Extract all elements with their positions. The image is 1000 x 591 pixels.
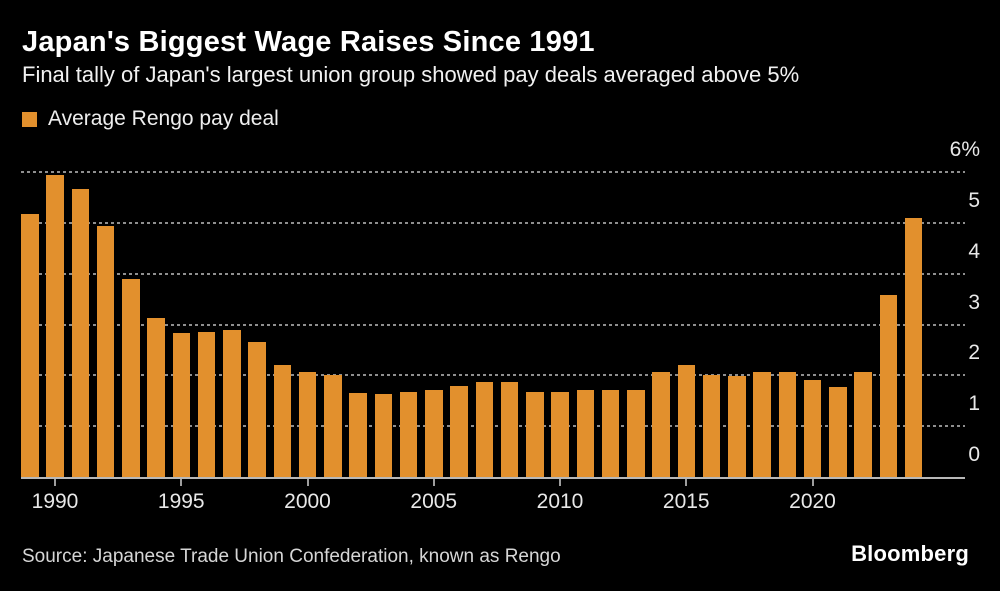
bar-1996 [197,331,216,477]
bar-1997 [223,329,241,477]
bar-2015 [677,365,695,477]
y-axis-label-2: 2 [968,341,980,365]
x-tick-1995 [180,479,183,486]
bar-2011 [576,390,594,477]
bar-2017 [728,376,746,477]
bar-2016 [702,375,721,477]
y-axis-label-3: 3 [968,290,980,314]
x-axis-label-1990: 1990 [31,490,79,513]
bar-1990 [46,175,64,477]
x-tick-2015 [685,479,688,486]
plot: 0 1 2 3 4 5 6% [21,139,980,479]
x-tick-2000 [306,479,309,486]
gridline-1 [21,425,965,428]
x-axis-label-1995: 1995 [157,490,205,513]
bar-1989 [21,214,39,477]
bar-2007 [475,382,493,477]
x-axis-label-2015: 2015 [662,490,710,513]
x-axis-label-2000: 2000 [284,490,331,513]
plot-area: 0 1 2 3 4 5 6% 1990 1995 2000 2005 2010 2015 2020 [21,139,980,521]
gridline-2 [21,374,965,377]
bar-2002 [349,392,367,477]
gridline-3 [21,323,965,326]
y-axis-label-1: 1 [968,392,980,416]
x-tick-2020 [811,479,814,486]
bar-1991 [71,189,89,477]
bar-2000 [298,372,317,477]
bar-2005 [425,390,443,477]
x-axis-baseline [21,477,965,479]
bar-2004 [399,392,418,477]
y-axis-label-5: 5 [968,189,980,212]
bar-2001 [324,374,342,477]
bar-2010 [551,392,569,477]
bar-1994 [147,318,165,477]
chart-subtitle: Final tally of Japan's largest union gro… [22,62,800,87]
bar-1993 [122,278,140,477]
bar-2022 [854,371,872,477]
bar-2008 [500,381,519,477]
legend: Average Rengo pay deal [22,107,279,130]
bar-2009 [526,392,544,477]
bar-2013 [627,390,645,477]
x-axis-label-2010: 2010 [536,490,584,513]
bar-2006 [450,386,468,477]
bar-2014 [652,371,670,477]
bar-2018 [753,371,771,477]
bar-2021 [829,386,847,477]
gridline-4 [21,272,965,275]
bar-1999 [273,364,291,477]
gridline-5 [21,222,965,224]
x-axis-label-2020: 2020 [789,490,836,513]
x-axis-label-2005: 2005 [410,490,458,513]
bar-2012 [601,389,620,477]
x-tick-2010 [559,479,561,486]
chart-title: Japan's Biggest Wage Raises Since 1991 [22,26,595,58]
bar-1992 [96,225,115,477]
legend-label: Average Rengo pay deal [48,107,279,130]
x-tick-2005 [432,479,435,486]
y-axis-label-4: 4 [968,239,980,263]
bar-2003 [374,394,392,477]
bloomberg-logo: Bloomberg [851,541,969,566]
bar-2020 [803,380,822,477]
gridline-6 [21,171,965,174]
y-axis-label-0: 0 [968,443,980,466]
bar-2019 [778,371,796,477]
x-tick-1990 [54,479,56,486]
bar-1998 [248,341,266,477]
bar-1995 [172,333,190,477]
bar-2023 [879,295,897,477]
y-axis-label-6: 6% [949,138,980,162]
legend-swatch-icon [22,111,37,127]
source-text: Source: Japanese Trade Union Confederati… [22,546,561,567]
bar-2024 [904,217,923,477]
